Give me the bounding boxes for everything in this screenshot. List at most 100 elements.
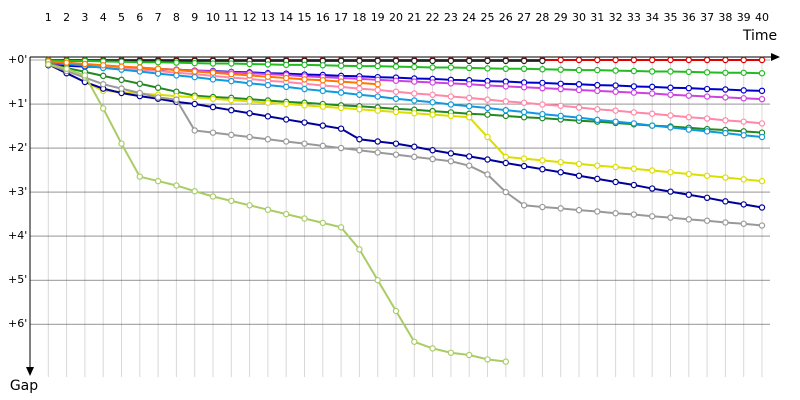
point	[118, 63, 125, 70]
x-tick-label: 1	[45, 11, 52, 24]
point	[209, 69, 217, 76]
point	[411, 143, 418, 150]
point	[246, 80, 253, 87]
point	[246, 202, 253, 209]
point	[722, 117, 729, 124]
x-axis-arrow	[771, 53, 780, 61]
point	[649, 110, 656, 117]
point	[520, 202, 528, 209]
point	[411, 57, 418, 65]
point	[575, 86, 583, 94]
point	[136, 59, 143, 66]
point	[539, 157, 546, 164]
point	[337, 78, 345, 85]
point	[594, 56, 601, 64]
point	[283, 210, 290, 218]
point	[429, 345, 436, 352]
point	[630, 83, 638, 90]
x-tick-label: 16	[316, 11, 330, 24]
point	[722, 94, 729, 101]
point	[740, 95, 747, 102]
point	[154, 65, 162, 73]
x-tick-label: 25	[481, 11, 495, 24]
point	[374, 107, 381, 114]
point	[502, 98, 509, 105]
point	[685, 126, 693, 133]
point	[209, 103, 217, 111]
y-tick-label: +0'	[8, 53, 27, 66]
point	[136, 89, 143, 97]
point	[722, 86, 729, 93]
series-line	[48, 59, 763, 75]
point	[228, 60, 235, 67]
x-tick-label: 2	[63, 11, 70, 24]
point	[722, 174, 729, 181]
point	[447, 80, 455, 87]
point	[118, 85, 125, 92]
point	[539, 101, 546, 108]
point	[740, 69, 747, 76]
point	[557, 85, 564, 93]
point	[191, 94, 198, 101]
point	[649, 90, 656, 97]
point	[575, 206, 583, 214]
point	[703, 56, 711, 64]
x-tick-label: 13	[261, 11, 275, 24]
x-tick-label: 19	[371, 11, 385, 24]
point	[520, 162, 528, 170]
point	[136, 173, 143, 180]
point	[228, 131, 235, 139]
x-tick-label: 20	[389, 11, 403, 24]
point	[264, 61, 272, 68]
point	[484, 96, 491, 103]
point	[612, 210, 619, 217]
x-tick-label: 30	[572, 11, 586, 24]
point	[429, 79, 436, 86]
series-line	[48, 60, 763, 139]
point	[228, 106, 235, 114]
x-tick-label: 26	[499, 11, 513, 24]
point	[136, 80, 143, 87]
point	[758, 204, 766, 211]
point	[520, 84, 528, 91]
point	[484, 65, 491, 72]
x-tick-label: 24	[462, 11, 476, 24]
point	[429, 99, 436, 106]
x-tick-label: 5	[118, 11, 125, 24]
point	[557, 112, 564, 120]
point	[264, 99, 272, 106]
point	[575, 104, 583, 111]
y-tick-label: +1'	[8, 97, 27, 110]
point	[283, 74, 290, 82]
point	[466, 94, 473, 102]
point	[246, 60, 253, 68]
point	[374, 81, 381, 88]
point	[319, 122, 326, 129]
point	[374, 93, 381, 100]
point	[649, 56, 656, 64]
point	[191, 188, 198, 195]
point	[63, 65, 70, 73]
point	[575, 81, 583, 88]
point	[539, 203, 546, 211]
point	[337, 144, 345, 152]
point	[594, 208, 601, 215]
point	[356, 91, 363, 98]
point	[411, 63, 418, 71]
point	[319, 77, 326, 84]
point	[557, 80, 564, 87]
point	[557, 102, 564, 109]
series-line	[47, 63, 763, 227]
x-tick-label: 28	[535, 11, 549, 24]
x-tick-label: 7	[155, 11, 162, 24]
point	[301, 215, 308, 222]
point	[228, 77, 235, 85]
point	[722, 198, 729, 205]
point	[191, 127, 198, 134]
point	[502, 83, 509, 90]
x-tick-label: 12	[243, 11, 257, 24]
point	[374, 62, 381, 70]
point	[685, 84, 693, 92]
point	[703, 128, 711, 135]
point	[429, 155, 436, 163]
